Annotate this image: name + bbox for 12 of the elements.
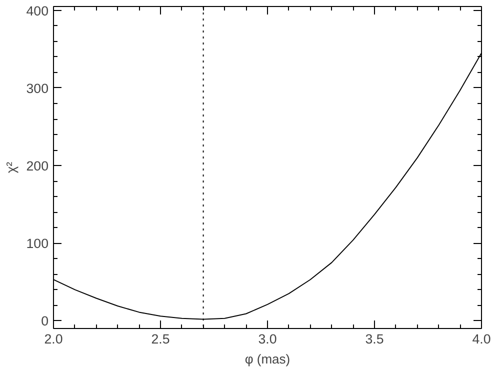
x-axis-title: φ (mas) [244, 352, 290, 366]
y-axis-title: χ² [3, 161, 18, 174]
x-tick-label: 3.5 [365, 332, 384, 346]
y-tick-label: 300 [26, 80, 49, 96]
x-tick-label: 2.0 [44, 332, 63, 346]
y-tick-label: 0 [41, 314, 49, 329]
y-tick-label: 100 [26, 236, 49, 252]
x-tick-label: 4.0 [472, 332, 491, 346]
y-tick-label: 200 [26, 158, 49, 174]
x-tick-label: 2.5 [151, 332, 170, 346]
x-tick-label: 3.0 [258, 332, 277, 346]
y-tick-label: 400 [26, 3, 49, 18]
